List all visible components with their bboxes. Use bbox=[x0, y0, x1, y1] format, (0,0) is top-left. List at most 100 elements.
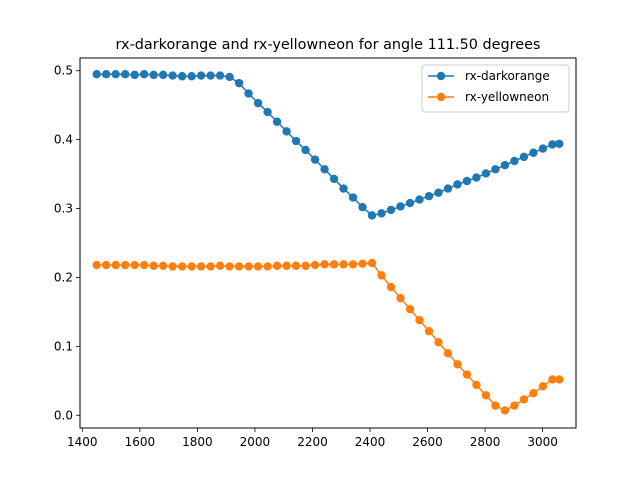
data-point bbox=[130, 260, 139, 270]
data-point bbox=[555, 139, 564, 148]
data-point bbox=[111, 260, 120, 270]
data-point bbox=[158, 261, 168, 270]
series-rx-yellowneon bbox=[92, 258, 564, 415]
data-point bbox=[301, 145, 310, 155]
data-point bbox=[329, 174, 339, 184]
data-point bbox=[339, 260, 348, 269]
data-point bbox=[234, 78, 244, 88]
x-tick-label: 2800 bbox=[470, 435, 501, 449]
legend-marker bbox=[436, 92, 446, 102]
data-point bbox=[396, 293, 405, 303]
chart-title: rx-darkorange and rx-yellowneon for angl… bbox=[116, 37, 541, 53]
data-point bbox=[225, 72, 234, 82]
data-point bbox=[253, 262, 263, 271]
data-point bbox=[263, 107, 272, 117]
data-point bbox=[187, 262, 196, 271]
data-point bbox=[92, 260, 101, 270]
data-point bbox=[177, 262, 187, 271]
data-point bbox=[253, 98, 263, 108]
data-point bbox=[405, 304, 415, 314]
data-point bbox=[500, 160, 510, 170]
y-tick-label: 0.4 bbox=[54, 133, 73, 147]
data-point bbox=[443, 184, 453, 193]
data-point bbox=[215, 261, 225, 270]
data-point bbox=[538, 382, 548, 391]
legend-item-rx-darkorange: rx-darkorange bbox=[428, 69, 550, 83]
legend-marker bbox=[436, 71, 446, 81]
data-point bbox=[187, 72, 196, 81]
data-point bbox=[348, 193, 358, 202]
data-point bbox=[415, 315, 424, 325]
plot-area bbox=[92, 69, 564, 415]
x-axis: 1400 1600 1800 2000 2200 2400 2600 2800 3000 bbox=[67, 428, 558, 449]
data-point bbox=[234, 262, 244, 271]
data-point bbox=[158, 70, 168, 80]
legend-item-rx-yellowneon: rx-yellowneon bbox=[428, 90, 549, 104]
data-point bbox=[111, 69, 120, 79]
data-point bbox=[120, 260, 130, 270]
data-point bbox=[386, 205, 396, 215]
data-point bbox=[272, 261, 282, 270]
series-rx-darkorange bbox=[92, 69, 564, 220]
data-point bbox=[453, 180, 462, 189]
data-point bbox=[367, 258, 377, 268]
data-point bbox=[120, 69, 130, 79]
data-point bbox=[92, 69, 101, 79]
x-tick-label: 1400 bbox=[67, 435, 98, 449]
data-point bbox=[139, 69, 149, 79]
x-tick-label: 2600 bbox=[412, 435, 443, 449]
x-tick-label: 2400 bbox=[355, 435, 386, 449]
data-point bbox=[348, 260, 358, 269]
data-point bbox=[396, 202, 405, 211]
data-point bbox=[415, 195, 424, 204]
y-axis: 0.0 0.1 0.2 0.3 0.4 0.5 bbox=[54, 64, 80, 422]
y-tick-label: 0.5 bbox=[54, 64, 73, 78]
data-point bbox=[491, 401, 500, 410]
data-point bbox=[130, 70, 139, 80]
x-tick-label: 1800 bbox=[182, 435, 213, 449]
x-tick-label: 2200 bbox=[297, 435, 328, 449]
data-point bbox=[434, 188, 443, 197]
data-point bbox=[377, 209, 386, 218]
data-point bbox=[472, 380, 481, 390]
data-point bbox=[310, 260, 320, 270]
data-point bbox=[206, 71, 215, 80]
data-point bbox=[548, 375, 557, 384]
data-point bbox=[282, 261, 291, 270]
data-point bbox=[320, 165, 329, 174]
data-point bbox=[424, 326, 434, 336]
data-point bbox=[263, 262, 272, 271]
data-point bbox=[529, 389, 538, 398]
data-point bbox=[206, 262, 215, 271]
data-point bbox=[555, 375, 564, 384]
data-point bbox=[462, 370, 472, 379]
y-tick-label: 0.0 bbox=[54, 408, 73, 422]
data-point bbox=[510, 156, 519, 166]
legend: rx-darkorange rx-yellowneon bbox=[421, 64, 570, 113]
data-point bbox=[405, 198, 415, 208]
data-point bbox=[196, 262, 206, 271]
data-point bbox=[225, 262, 234, 271]
data-point bbox=[529, 148, 538, 157]
data-point bbox=[215, 71, 225, 80]
data-point bbox=[301, 261, 310, 270]
data-point bbox=[149, 261, 158, 270]
data-point bbox=[282, 127, 291, 136]
data-point bbox=[168, 262, 177, 271]
data-point bbox=[196, 71, 206, 80]
legend-label: rx-yellowneon bbox=[465, 90, 549, 104]
data-point bbox=[500, 406, 510, 415]
x-tick-label: 1600 bbox=[125, 435, 156, 449]
data-point bbox=[491, 165, 500, 174]
data-point bbox=[481, 169, 491, 178]
data-point bbox=[548, 140, 557, 149]
legend-box bbox=[421, 64, 570, 113]
data-point bbox=[101, 69, 111, 79]
data-point bbox=[462, 176, 472, 186]
data-point bbox=[519, 395, 529, 404]
data-point bbox=[310, 155, 320, 164]
data-point bbox=[168, 71, 177, 80]
series-line bbox=[96, 262, 560, 412]
data-point bbox=[339, 184, 348, 193]
data-point bbox=[177, 72, 187, 81]
